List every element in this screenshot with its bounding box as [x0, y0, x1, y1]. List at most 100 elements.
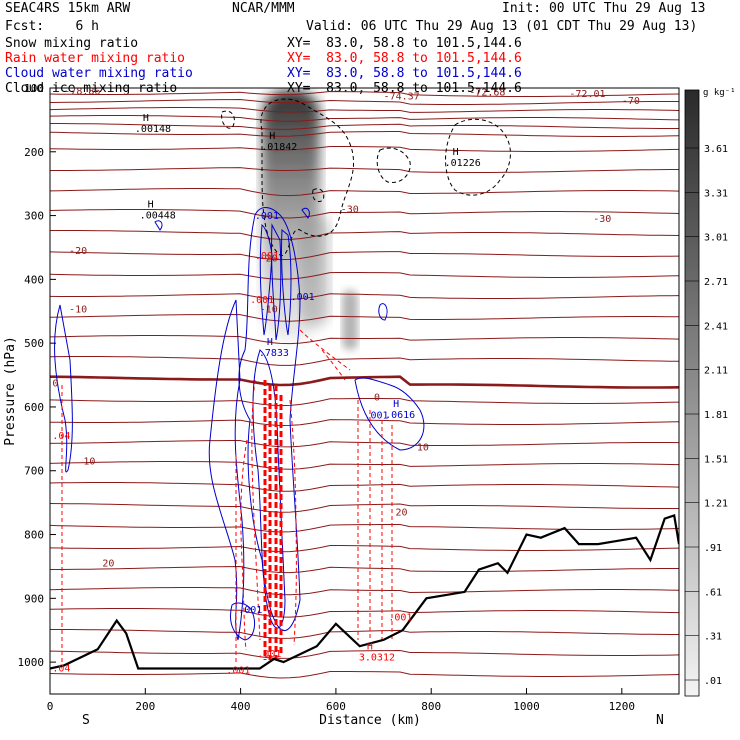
y-axis-label: Pressure (hPa) — [3, 336, 18, 446]
axes: 0 200 400 600 800 1000 12001002003004005006007… — [18, 82, 636, 713]
field-rain-xy: XY= 83.0, 58.8 to 101.5,144.6 — [287, 51, 522, 66]
plot-frame — [49, 87, 680, 695]
temperature-label: -10 — [69, 305, 87, 316]
isotherm-line — [50, 375, 679, 389]
x-tick-label: 600 — [326, 700, 346, 713]
field-rain-name: Rain water mixing ratio — [5, 51, 186, 66]
colorbar-label: 1.81 — [704, 410, 728, 421]
rain-water-contours — [61, 329, 393, 665]
field-snow-name: Snow mixing ratio — [5, 36, 139, 51]
colorbar: g kg⁻¹ 3.61 3.31 3.01 2.71 2.41 2.11 1.81 1.51 1… — [684, 88, 736, 697]
isotherm-line — [50, 314, 679, 322]
temperature-contours — [50, 90, 679, 679]
isotherm-line — [50, 482, 679, 492]
isotherm-line — [50, 335, 679, 345]
terrain-line — [50, 513, 679, 670]
colorbar-label: 3.61 — [704, 144, 728, 155]
forecast-hour: Fcst: 6 h — [5, 19, 99, 34]
isotherm-line — [50, 251, 679, 261]
y-tick-label: 300 — [24, 210, 44, 223]
colorbar-labels: 3.61 3.31 3.01 2.71 2.41 2.11 1.81 1.51 1.21 .91.… — [685, 144, 728, 687]
x-tick-label: 1200 — [609, 700, 636, 713]
y-tick-label: 400 — [24, 273, 44, 286]
maximum-value: .01226 — [445, 158, 481, 169]
contour-value-label: .001 — [255, 211, 279, 222]
init-time: Init: 00 UTC Thu 29 Aug 13 — [502, 1, 706, 16]
isotherm-line — [50, 524, 679, 533]
isotherm-line — [50, 565, 679, 574]
temperature-label: -10 — [260, 305, 278, 316]
colorbar-label: 3.01 — [704, 233, 728, 244]
colorbar-label: 2.71 — [704, 277, 728, 288]
temperature-label: 0 — [374, 393, 380, 404]
isotherm-line — [50, 107, 679, 113]
contour-value-label: .04 — [52, 431, 70, 442]
isotherm-line — [50, 671, 679, 679]
y-tick-label: 200 — [24, 146, 44, 159]
contour-value-label: .001 — [250, 295, 274, 306]
colorbar-label: .91 — [704, 543, 722, 554]
isotherm-line — [50, 398, 679, 407]
maximum-marker: H — [367, 641, 373, 652]
maximum-marker: H — [453, 147, 459, 158]
isotherm-line — [50, 629, 679, 639]
isotherm-line — [50, 146, 679, 152]
colorbar-label: 1.51 — [704, 454, 728, 465]
temperature-label: -30 — [593, 214, 611, 225]
maximum-marker: H — [393, 399, 399, 410]
isotherm-line — [50, 123, 679, 130]
maximum-value: .7833 — [259, 348, 289, 359]
isotherm-line — [50, 608, 679, 618]
y-tick-label: 600 — [24, 401, 44, 414]
temperature-label: -70 — [622, 96, 640, 107]
x-tick-label: 0 — [47, 700, 54, 713]
org-label: NCAR/MMM — [232, 1, 295, 16]
field-snow-xy: XY= 83.0, 58.8 to 101.5,144.6 — [287, 36, 522, 51]
isotherm-line — [50, 649, 679, 659]
contour-value-label: .001 — [255, 251, 279, 262]
contour-value-label: .001 — [291, 292, 315, 303]
left-end-label: S — [82, 713, 90, 728]
temperature-label: -20 — [69, 246, 87, 257]
isotherm-line — [50, 90, 679, 97]
maximum-marker: H — [267, 337, 273, 348]
y-tick-label: 500 — [24, 337, 44, 350]
colorbar-gradient — [684, 89, 700, 697]
contour-value-label: .04 — [52, 664, 70, 675]
isotherm-line — [50, 587, 679, 596]
y-tick-label: 100 — [24, 82, 44, 95]
isotherm-line — [50, 98, 679, 105]
maximum-value: .01842 — [261, 142, 297, 153]
isotherm-line — [50, 167, 679, 173]
maximum-value: .00448 — [140, 210, 176, 221]
contour-value-label: .001 — [257, 649, 281, 660]
maximum-value: .00148 — [135, 124, 171, 135]
colorbar-label: 1.21 — [704, 499, 728, 510]
x-tick-label: 200 — [135, 700, 155, 713]
maximum-marker: H — [143, 113, 149, 124]
isotherm-line — [50, 188, 679, 197]
colorbar-unit: g kg⁻¹ — [703, 88, 736, 98]
plot-area: -78.86 -74.37 -72.68 -72.01 -70 -30 -30 -20 -20 -… — [50, 88, 679, 679]
right-end-label: N — [656, 713, 664, 728]
colorbar-label: 2.11 — [704, 366, 728, 377]
rain-core — [263, 380, 283, 660]
contour-labels: -78.86 -74.37 -72.68 -72.01 -70 -30 -30 -20 -20 -… — [52, 88, 640, 677]
x-axis-label: Distance (km) — [319, 713, 421, 728]
temperature-label: 10 — [417, 442, 429, 453]
y-tick-label: 800 — [24, 529, 44, 542]
isotherm-line — [50, 440, 679, 448]
contour-value-label: .001 — [365, 410, 389, 421]
y-tick-label: 900 — [24, 592, 44, 605]
temperature-label: -30 — [341, 204, 359, 215]
temperature-label: -72.01 — [569, 89, 605, 100]
contour-value-label: .001 — [238, 605, 262, 616]
cloud-ice-contours — [221, 98, 511, 256]
maximum-value: .0616 — [385, 410, 415, 421]
isotherm-line — [50, 419, 679, 427]
temperature-label: 0 — [52, 379, 58, 390]
cloud-water-contours — [54, 207, 425, 641]
y-tick-label: 700 — [24, 465, 44, 478]
maximum-marker: H — [269, 131, 275, 142]
